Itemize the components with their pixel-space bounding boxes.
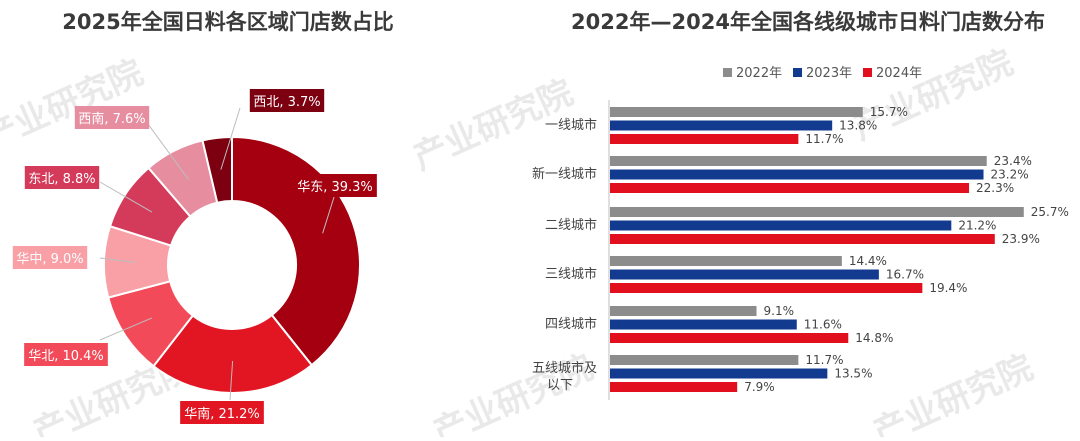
- bar: [610, 256, 842, 266]
- slice-label-box: [12, 246, 88, 269]
- bar-value-label: 19.4%: [929, 281, 967, 295]
- category-label: 以下: [547, 378, 573, 393]
- bar: [610, 220, 952, 231]
- bar-value-label: 22.3%: [976, 181, 1014, 195]
- bar: [610, 207, 1024, 217]
- bar-value-label: 23.4%: [994, 154, 1032, 168]
- legend-label: 2023年: [806, 66, 852, 81]
- legend-label: 2024年: [876, 66, 922, 81]
- leader-line: [229, 360, 234, 401]
- category-label: 三线城市: [545, 266, 597, 282]
- leader-line: [99, 257, 137, 264]
- bar: [610, 234, 995, 244]
- legend-swatch: [793, 68, 802, 77]
- pie-chart-title: 2025年全国日料各区域门店数占比: [62, 10, 393, 34]
- bar: [610, 368, 828, 379]
- slice-label-box: [74, 106, 150, 129]
- bar-value-label: 11.7%: [805, 353, 843, 367]
- bar-chart: 2022年 2023年 2024年一线城市15.7%13.8%11.7%新一线城市2…: [532, 66, 1069, 400]
- legend-label: 2022年: [736, 66, 782, 81]
- bar-value-label: 13.8%: [839, 119, 877, 133]
- donut-chart: 华东, 39.3% 华南, 21.2% 华北, 10.4% 华中, 9.0% 东北, 8…: [12, 89, 377, 424]
- bar: [610, 183, 970, 193]
- bar: [610, 134, 799, 144]
- bar: [610, 283, 923, 293]
- donut-slice: [201, 135, 233, 204]
- slice-label-box: [293, 174, 377, 197]
- donut-slice: [152, 313, 314, 394]
- bar-value-label: 14.4%: [849, 254, 887, 268]
- slice-label: 华北, 10.4%: [28, 349, 104, 364]
- watermark-text: 产业研究院: [0, 53, 149, 159]
- category-label: 一线城市: [545, 117, 597, 133]
- bar-value-label: 7.9%: [744, 380, 775, 394]
- slice-label: 东北, 8.8%: [28, 172, 95, 187]
- bar-chart-title: 2022年—2024年全国各线级城市日料门店数分布: [571, 10, 1045, 34]
- leader-line: [147, 123, 189, 180]
- slice-label: 西北, 3.7%: [253, 95, 320, 110]
- bar-value-label: 21.2%: [958, 219, 996, 233]
- slice-label-box: [24, 343, 108, 366]
- slice-label: 华南, 21.2%: [184, 406, 260, 422]
- watermark-text: 产业研究院: [867, 348, 1039, 437]
- bar: [610, 382, 738, 392]
- bar-value-label: 15.7%: [870, 105, 908, 119]
- bar-value-label: 23.9%: [1002, 232, 1040, 246]
- slice-label: 华东, 39.3%: [297, 180, 373, 195]
- slice-label: 华中, 9.0%: [16, 252, 83, 267]
- bar: [610, 333, 849, 343]
- category-label: 五线城市及: [532, 360, 597, 376]
- bar: [610, 319, 797, 330]
- legend-swatch: [863, 68, 872, 77]
- bar: [610, 107, 863, 117]
- bar-value-label: 25.7%: [1031, 205, 1069, 219]
- legend-swatch: [723, 68, 732, 77]
- leader-line: [99, 181, 153, 213]
- chart-legend: 2022年 2023年 2024年: [723, 66, 922, 81]
- bar-value-label: 9.1%: [764, 304, 795, 318]
- slice-label-box: [180, 401, 264, 424]
- slice-label: 西南, 7.6%: [78, 111, 145, 127]
- category-label: 新一线城市: [532, 166, 597, 182]
- leader-line: [99, 317, 153, 341]
- bar-value-label: 16.7%: [886, 268, 924, 282]
- leader-line: [220, 107, 241, 170]
- bar-value-label: 14.8%: [855, 331, 893, 345]
- bar: [610, 156, 987, 166]
- category-label: 四线城市: [545, 316, 597, 332]
- bar-value-label: 11.6%: [804, 318, 842, 332]
- slice-label-box: [249, 89, 325, 112]
- bar: [610, 306, 757, 316]
- slice-label-box: [24, 166, 100, 189]
- category-label: 二线城市: [545, 217, 597, 233]
- bar: [610, 269, 879, 280]
- bar: [610, 120, 833, 131]
- bar-value-label: 23.2%: [991, 168, 1029, 182]
- bar-value-label: 11.7%: [805, 132, 843, 146]
- bar: [610, 355, 799, 365]
- bar-value-label: 13.5%: [834, 367, 872, 381]
- bar: [610, 169, 984, 180]
